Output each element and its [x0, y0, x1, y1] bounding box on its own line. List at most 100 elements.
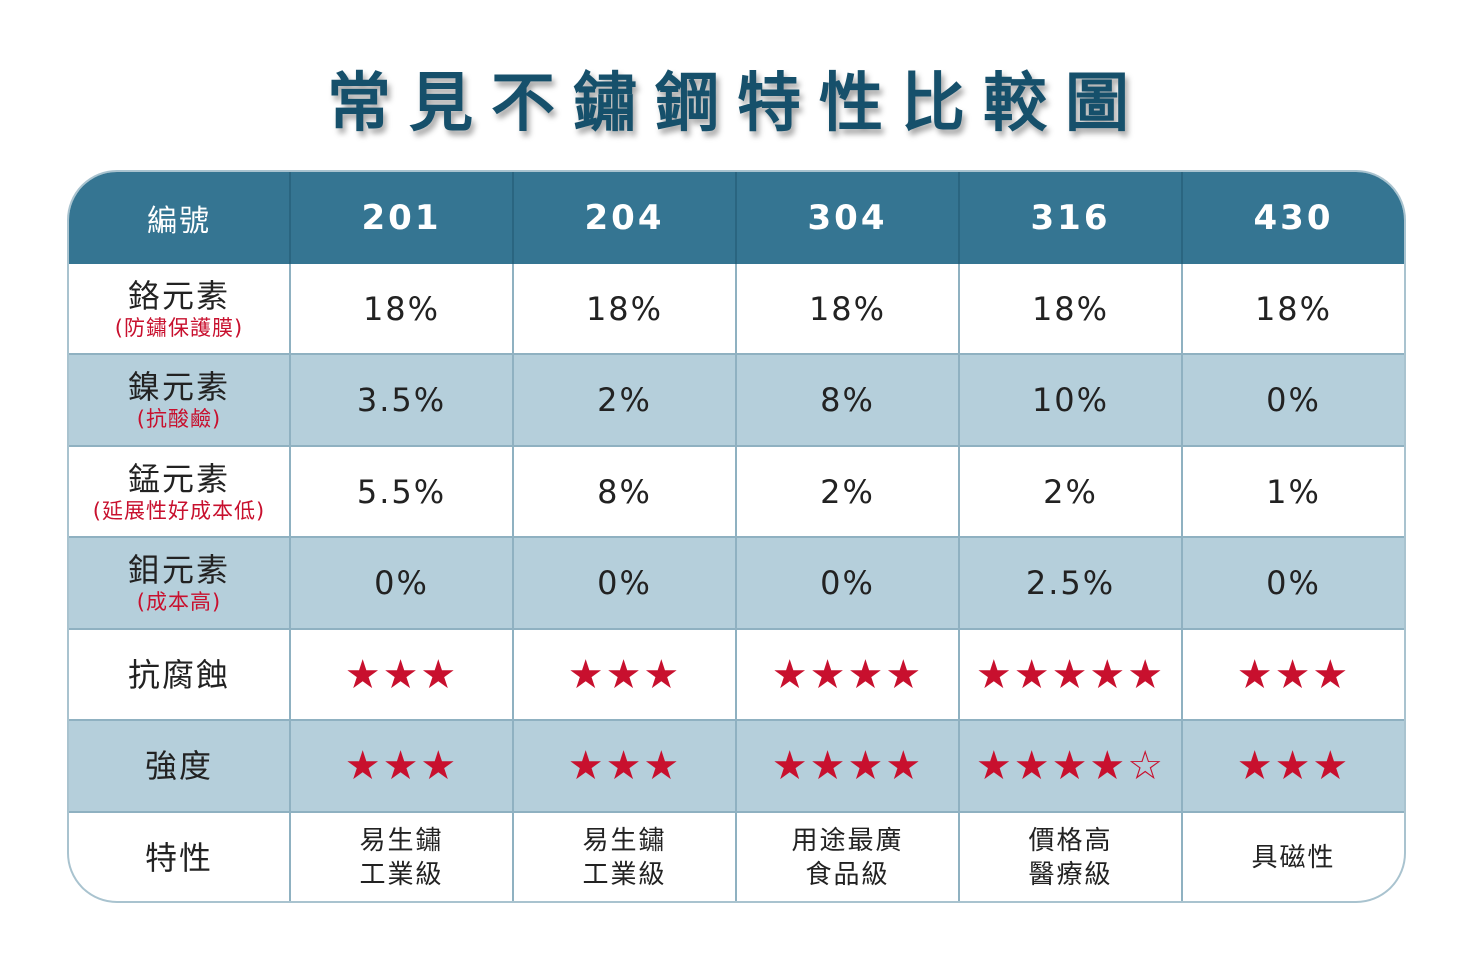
- column-header: 204: [584, 198, 665, 238]
- filled-star-icon: ★: [344, 651, 383, 698]
- table-grid: 編號 201 204 304 316 430 鉻元素 (防鏽保護膜) 18% 18% 18% 18% 1…: [69, 172, 1404, 901]
- filled-star-icon: ★: [1236, 651, 1275, 698]
- rating-cell: ★★★★☆: [960, 721, 1183, 813]
- data-value: 18%: [362, 289, 441, 328]
- star-rating: ★★★: [345, 655, 459, 695]
- row-label-cell: 特性: [69, 813, 291, 901]
- value-cell: 2%: [514, 355, 737, 447]
- star-rating: ★★★: [1237, 655, 1351, 695]
- row-note: (抗酸鹼): [136, 407, 222, 431]
- row-label: 鉻元素: [127, 276, 230, 315]
- row-label: 錳元素: [127, 459, 230, 498]
- column-header: 304: [807, 198, 888, 238]
- filled-star-icon: ★: [975, 651, 1014, 698]
- description-line: 易生鏽: [359, 826, 444, 856]
- description-cell: 具磁性: [1183, 813, 1404, 901]
- row-label-cell: 鎳元素 (抗酸鹼): [69, 355, 291, 447]
- value-cell: 1%: [1183, 447, 1404, 538]
- header-cell-204: 204: [514, 172, 737, 264]
- description-line: 工業級: [359, 860, 444, 890]
- rating-cell: ★★★: [1183, 630, 1404, 721]
- rating-cell: ★★★: [514, 630, 737, 721]
- data-value: 2%: [597, 381, 652, 419]
- row-label-cell: 抗腐蝕: [69, 630, 291, 721]
- description-line: 易生鏽: [582, 826, 667, 856]
- filled-star-icon: ★: [885, 651, 924, 698]
- filled-star-icon: ★: [1312, 743, 1351, 789]
- description-line: 食品級: [805, 860, 890, 890]
- value-cell: 0%: [1183, 538, 1404, 630]
- rating-cell: ★★★: [291, 630, 514, 721]
- data-value: 1%: [1266, 472, 1321, 511]
- filled-star-icon: ★: [1236, 743, 1275, 789]
- value-cell: 0%: [291, 538, 514, 630]
- value-cell: 18%: [960, 264, 1183, 355]
- filled-star-icon: ★: [771, 651, 810, 698]
- data-value: 0%: [374, 564, 429, 602]
- rating-cell: ★★★★★: [960, 630, 1183, 721]
- page-title: 常見不鏽鋼特性比較圖: [327, 67, 1147, 141]
- data-value: 18%: [1254, 289, 1333, 328]
- comparison-table: 編號 201 204 304 316 430 鉻元素 (防鏽保護膜) 18% 18% 18% 18% 1…: [67, 170, 1406, 903]
- value-cell: 2%: [960, 447, 1183, 538]
- value-cell: 3.5%: [291, 355, 514, 447]
- value-cell: 8%: [514, 447, 737, 538]
- star-rating: ★★★★: [772, 746, 923, 786]
- row-note: (防鏽保護膜): [114, 315, 244, 340]
- filled-star-icon: ★: [1089, 651, 1128, 698]
- filled-star-icon: ★: [1274, 743, 1313, 789]
- value-cell: 8%: [737, 355, 960, 447]
- filled-star-icon: ★: [382, 651, 421, 698]
- filled-star-icon: ★: [1051, 651, 1090, 698]
- filled-star-icon: ★: [847, 743, 886, 789]
- filled-star-icon: ★: [885, 743, 924, 789]
- filled-star-icon: ★: [567, 743, 606, 789]
- data-value: 0%: [1266, 564, 1321, 602]
- row-note: (延展性好成本低): [92, 498, 266, 523]
- filled-star-icon: ★: [382, 743, 421, 789]
- value-cell: 2.5%: [960, 538, 1183, 630]
- data-value: 2%: [1043, 472, 1098, 511]
- data-value: 2.5%: [1025, 564, 1116, 602]
- description-line: 工業級: [582, 860, 667, 890]
- description-cell: 用途最廣 食品級: [737, 813, 960, 901]
- filled-star-icon: ★: [1312, 651, 1351, 698]
- filled-star-icon: ★: [975, 743, 1014, 789]
- description-cell: 價格高 醫療級: [960, 813, 1183, 901]
- filled-star-icon: ★: [809, 743, 848, 789]
- column-header: 201: [361, 198, 442, 238]
- row-label-cell: 鉻元素 (防鏽保護膜): [69, 264, 291, 355]
- row-label-cell: 鉬元素 (成本高): [69, 538, 291, 630]
- value-cell: 18%: [514, 264, 737, 355]
- data-value: 2%: [820, 472, 875, 511]
- value-cell: 5.5%: [291, 447, 514, 538]
- row-label: 鉬元素: [127, 551, 230, 589]
- star-rating: ★★★: [345, 746, 459, 786]
- header-cell-430: 430: [1183, 172, 1404, 264]
- data-value: 0%: [1266, 381, 1321, 419]
- data-value: 8%: [820, 381, 875, 419]
- filled-star-icon: ★: [1089, 743, 1128, 789]
- rating-cell: ★★★: [514, 721, 737, 813]
- header-cell-304: 304: [737, 172, 960, 264]
- row-label-cell: 錳元素 (延展性好成本低): [69, 447, 291, 538]
- description-line: 用途最廣: [791, 826, 904, 856]
- value-cell: 0%: [1183, 355, 1404, 447]
- description-cell: 易生鏽 工業級: [514, 813, 737, 901]
- rating-cell: ★★★: [1183, 721, 1404, 813]
- value-cell: 10%: [960, 355, 1183, 447]
- filled-star-icon: ★: [1051, 743, 1090, 789]
- header-cell-316: 316: [960, 172, 1183, 264]
- filled-star-icon: ★: [1013, 743, 1052, 789]
- row-note: (成本高): [136, 590, 222, 614]
- star-rating: ★★★: [568, 655, 682, 695]
- description-line: 醫療級: [1028, 860, 1113, 890]
- row-label: 強度: [144, 747, 213, 785]
- row-label: 抗腐蝕: [127, 655, 230, 694]
- rating-cell: ★★★★: [737, 721, 960, 813]
- value-cell: 0%: [514, 538, 737, 630]
- data-value: 5.5%: [356, 472, 447, 511]
- filled-star-icon: ★: [1013, 651, 1052, 698]
- value-cell: 2%: [737, 447, 960, 538]
- filled-star-icon: ★: [344, 743, 383, 789]
